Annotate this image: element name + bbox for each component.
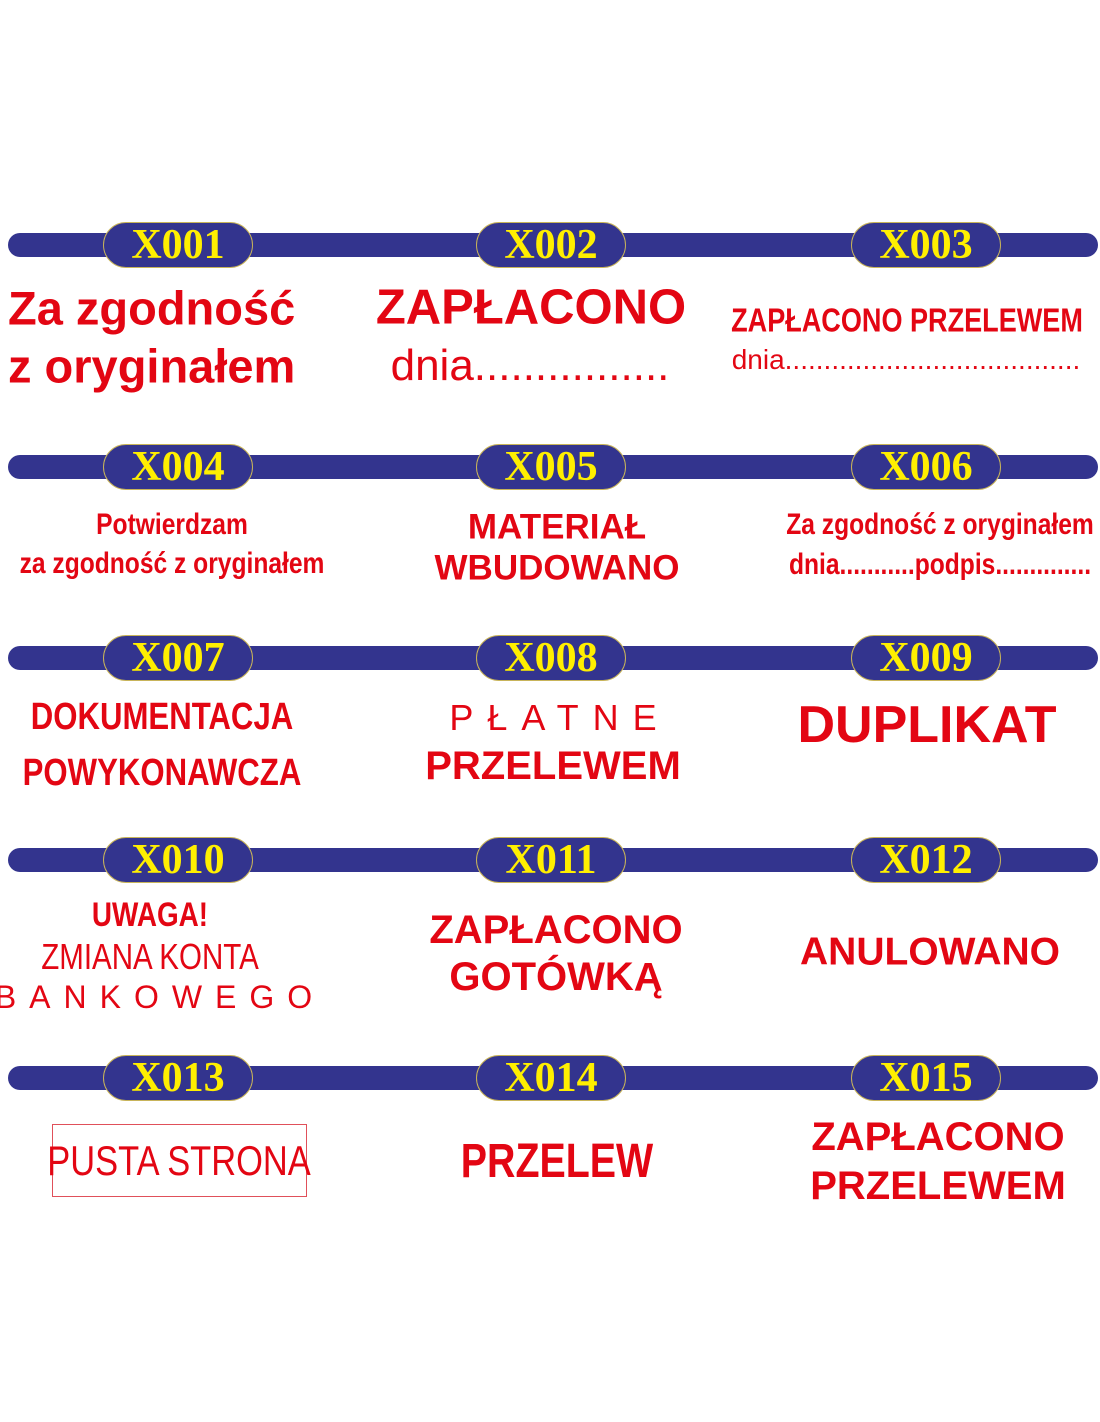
code-badge: X004 [103,444,253,490]
stamp-text: z oryginałem [8,339,296,393]
stamp-text: PUSTA STRONA [18,1140,339,1182]
stamp-text: WBUDOWANO [434,548,680,588]
stamp-text-line: ZAPŁACONO PRZELEWEM [731,301,1083,339]
stamp-text: dnia................ [390,341,670,390]
stamp-text: ANULOWANO [800,930,1060,974]
stamp-text: BANKOWEGO [0,979,326,1015]
stamp-text: PRZELEWEM [425,744,681,788]
stamp-text-line: PUSTA STRONA [47,1137,311,1184]
stamp-text: Za zgodność z oryginałem [752,510,1100,540]
code-badge: X001 [103,222,253,268]
stamp-text: Potwierdzam [79,510,264,540]
stamp-text-line: DOKUMENTACJA [30,696,294,738]
stamp-text-line: POWYKONAWCZA [22,752,302,794]
code-badge: X013 [103,1055,253,1101]
stamp-text-line: UWAGA! [91,896,209,934]
stamp-text: ZAPŁACONO [429,908,683,952]
stamp-text-line: Potwierdzam [96,508,248,541]
stamp-text: dnia...........podpis.............. [756,550,1100,580]
stamp-text: PRZELEWEM [810,1164,1066,1208]
code-badge: X002 [476,222,626,268]
stamp-text: DUPLIKAT [797,696,1057,754]
code-badge: X008 [476,635,626,681]
stamp-text: PŁATNE [449,697,671,738]
code-badge: X005 [476,444,626,490]
code-badge: X009 [851,635,1001,681]
stamp-text: ZAPŁACONO [375,280,687,335]
stamp-text: DOKUMENTACJA [2,698,322,736]
stamp-text-line: ZMIANA KONTA [41,936,259,977]
stamp-text: ZAPŁACONO PRZELEWEM [693,304,1100,337]
stamp-text: PRZELEW [440,1138,675,1186]
stamp-text: POWYKONAWCZA [0,754,332,792]
stamp-text-line: dnia...........podpis.............. [788,548,1092,581]
code-badge: X014 [476,1055,626,1101]
stamp-text: ZMIANA KONTA [17,939,282,975]
code-badge: X007 [103,635,253,681]
stamp-text: GOTÓWKĄ [449,955,663,999]
code-badge: X011 [476,837,626,883]
stamp-text-line: Za zgodność z oryginałem [786,508,1094,541]
stamp-text-line: PRZELEW [460,1135,654,1188]
code-badge: X003 [851,222,1001,268]
code-badge: X015 [851,1055,1001,1101]
stamp-text: dnia....................................… [731,344,1081,375]
stamp-text: UWAGA! [79,898,221,932]
stamp-text: MATERIAŁ [467,507,647,547]
stamp-text-line: za zgodność z oryginałem [19,547,325,580]
stamp-text: za zgodność z oryginałem [0,549,358,579]
code-badge: X006 [851,444,1001,490]
stamp-text: Za zgodność [8,281,296,335]
stamp-frame [52,1124,307,1197]
code-badge: X010 [103,837,253,883]
code-badge: X012 [851,837,1001,883]
stamp-text: ZAPŁACONO [811,1115,1065,1159]
